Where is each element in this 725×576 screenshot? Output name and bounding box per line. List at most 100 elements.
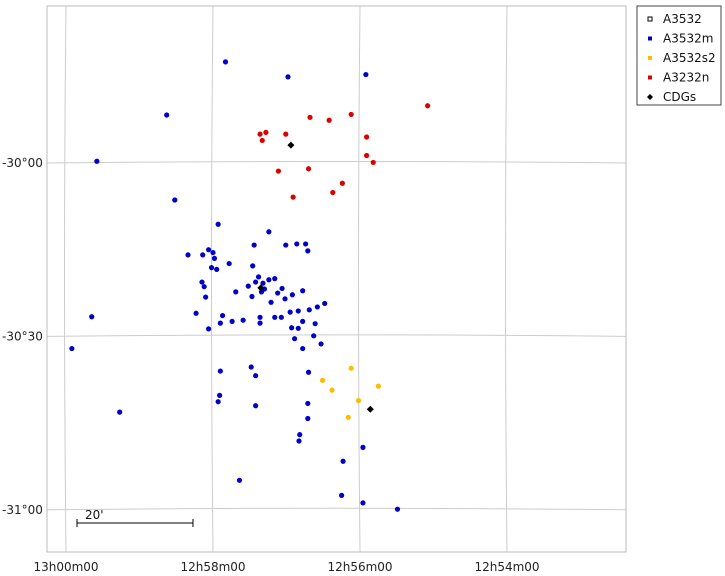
grid-lines [46,5,627,553]
legend-entries: A3532 A3532m A3532s2 A3232n CDGs [647,12,716,104]
point-a3532m-63 [318,341,324,347]
data-points [69,59,431,512]
point-a3532m-76 [297,432,303,438]
point-a3532m-47 [219,312,226,319]
point-a3232n-14 [330,189,336,196]
point-a3532m-34 [275,290,281,296]
point-a3532m-52 [229,318,235,324]
point-a3532s2-4 [355,397,362,404]
point-cdgs-2 [366,405,374,413]
point-a3532m-70 [117,409,123,415]
point-a3532m-43 [306,307,312,313]
legend-marker-a3532s2 [648,56,652,60]
point-a3232n-13 [339,180,345,186]
point-a3532m-42 [314,304,320,310]
point-a3232n-1 [307,114,313,120]
point-a3532m-7 [266,229,272,235]
grid-line-dec-1 [46,334,627,337]
point-a3532m-37 [233,289,239,295]
point-a3532m-83 [394,506,401,512]
point-a3532m-44 [295,308,301,314]
x-tick-label-0: 13h00m00 [33,560,98,574]
legend-box [636,5,722,106]
point-a3232n-6 [283,131,289,137]
point-a3532m-40 [268,299,274,305]
point-a3532m-59 [295,325,301,331]
legend-label-a3532s2: A3532s2 [663,51,716,65]
point-a3532m-33 [300,288,306,294]
point-a3532s2-3 [329,387,335,393]
point-a3532m-28 [201,284,207,290]
grid-line-ra-1 [211,5,214,553]
legend-marker-a3232n [648,75,652,80]
point-a3532m-3 [164,112,170,118]
point-a3232n-8 [364,134,370,140]
point-a3232n-15 [290,194,296,200]
scale-bar: 20' [76,508,194,527]
point-a3532s2-0 [348,365,354,371]
grid-line-dec-0 [46,161,627,164]
point-a3532m-56 [300,318,306,324]
point-a3532m-49 [272,314,278,320]
point-a3532m-31 [279,285,285,292]
point-a3532m-57 [312,321,318,327]
point-a3532m-81 [339,492,345,498]
point-a3532m-82 [360,500,366,506]
grid-line-ra-2 [358,5,361,553]
point-a3532m-71 [217,392,223,398]
point-a3232n-11 [275,168,282,174]
point-a3532m-20 [214,266,220,272]
point-a3532m-66 [248,364,254,370]
point-a3532m-38 [203,294,209,300]
point-a3532m-36 [249,293,255,300]
point-a3532m-18 [226,260,232,267]
point-a3532m-54 [217,320,223,326]
legend: A3532 A3532m A3532s2 A3232n CDGs [636,5,722,106]
point-a3532m-64 [300,345,306,352]
y-tick-label-2: -31°00 [2,503,43,517]
point-a3532m-35 [289,292,295,298]
point-a3532m-4 [94,158,100,164]
point-a3532m-6 [215,221,221,227]
point-a3232n-4 [263,129,269,135]
point-a3532m-23 [272,276,278,282]
point-a3532m-0 [222,59,229,65]
point-a3232n-0 [425,103,431,109]
point-a3532m-13 [210,249,216,256]
point-a3532m-24 [266,277,272,283]
y-tick-label-1: -30°30 [2,329,43,343]
point-cdgs-0 [287,141,295,149]
point-a3232n-10 [370,159,376,166]
point-a3532m-25 [260,280,266,286]
y-tick-label-0: -30°00 [2,156,43,170]
point-a3532m-73 [305,400,311,407]
point-a3532m-12 [205,247,212,253]
legend-label-a3532: A3532 [663,12,702,26]
point-a3532m-51 [89,314,95,320]
scale-bar-label: 20' [85,508,104,522]
point-a3232n-2 [326,117,332,123]
grid-line-ra-0 [64,5,67,553]
point-a3532m-2 [363,71,369,78]
grid-line-dec-2 [46,507,627,511]
point-a3532m-21 [208,265,215,271]
point-a3532m-60 [205,326,212,332]
point-a3532m-53 [240,317,246,323]
point-a3232n-5 [257,131,263,137]
grid-line-ra-3 [505,5,508,553]
point-a3532m-41 [322,300,328,307]
point-a3532m-74 [253,403,259,409]
point-a3532m-39 [282,296,288,302]
x-tick-label-2: 12h56m00 [327,560,392,574]
axis-tick-labels: 13h00m00 12h58m00 12h56m00 12h54m00 -30°00 -3… [2,156,540,574]
x-tick-label-1: 12h58m00 [180,560,245,574]
point-a3532m-16 [305,248,311,254]
point-a3532m-61 [311,333,317,339]
point-a3532m-29 [199,279,205,285]
point-a3532m-19 [250,263,256,269]
point-a3232n-12 [305,166,312,172]
legend-marker-cdgs [647,94,653,100]
point-a3532m-14 [200,252,206,258]
point-a3532m-55 [257,320,263,326]
